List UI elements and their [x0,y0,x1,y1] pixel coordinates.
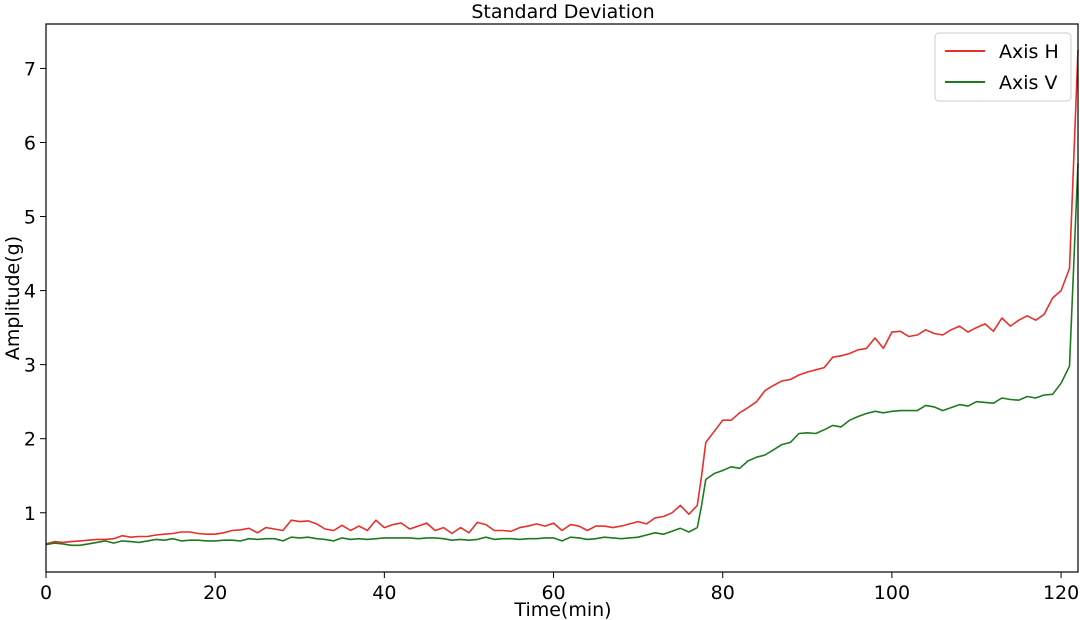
x-tick-label: 120 [1043,582,1079,604]
y-tick-label: 5 [24,207,36,229]
y-tick-label: 3 [24,355,36,377]
legend: Axis H Axis V [934,32,1072,102]
x-axis: 0 20 40 60 80 100 120 [40,572,1079,604]
y-axis-title: Amplitude(g) [2,236,24,360]
x-axis-title: Time(min) [513,599,611,620]
series-line-axis-v [45,163,1079,547]
x-tick-label: 40 [372,582,396,604]
plot-area [45,49,1079,547]
plot-frame [45,23,1079,573]
x-tick-label: 20 [203,582,227,604]
y-axis: 1 2 3 4 5 6 7 [24,58,46,525]
x-tick-label: 80 [711,582,735,604]
y-tick-label: 2 [24,429,36,451]
x-tick-label: 60 [541,582,565,604]
y-tick-label: 4 [24,281,36,303]
y-tick-label: 7 [24,58,36,80]
legend-label-axis-h: Axis H [999,41,1059,63]
x-tick-label: 100 [874,582,910,604]
y-tick-label: 1 [24,503,36,525]
legend-label-axis-v: Axis V [999,72,1057,94]
y-tick-label: 6 [24,132,36,154]
x-tick-label: 0 [40,582,52,604]
series-line-axis-h [45,49,1079,545]
chart-title: Standard Deviation [471,1,654,23]
